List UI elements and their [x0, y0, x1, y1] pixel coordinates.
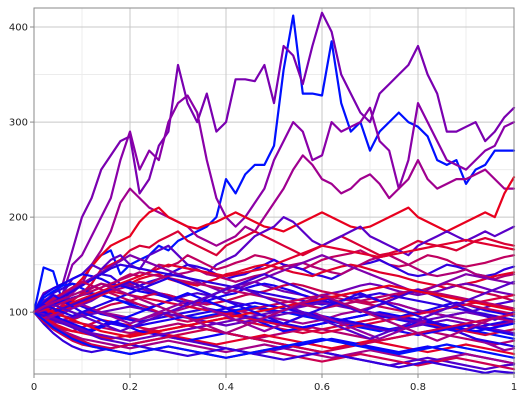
x-tick-label: 0.8 — [410, 382, 426, 393]
series-line-42 — [32, 280, 516, 340]
series-line-41 — [32, 311, 516, 354]
y-tick-label: 100 — [9, 308, 28, 319]
series-line-9 — [32, 258, 516, 314]
series-line-10 — [32, 254, 516, 321]
x-tick-label: 0.2 — [122, 382, 138, 393]
series-line-24 — [32, 311, 516, 365]
x-tick-label: 1 — [511, 382, 517, 393]
series-line-34 — [32, 301, 516, 342]
series-line-35 — [32, 294, 516, 337]
series-line-28 — [32, 238, 516, 316]
series-group — [32, 11, 516, 375]
series-line-38 — [32, 284, 516, 338]
series-line-7 — [32, 216, 516, 314]
series-line-30 — [32, 263, 516, 321]
x-tick-label: 0.6 — [314, 382, 330, 393]
series-line-6 — [32, 230, 516, 316]
series-line-13 — [32, 273, 516, 319]
x-tick-label: 0.4 — [218, 382, 234, 393]
x-tick-label: 0 — [31, 382, 37, 393]
series-line-2 — [32, 11, 516, 314]
y-tick-label: 200 — [9, 213, 28, 224]
series-line-40 — [32, 276, 516, 348]
series-line-25 — [32, 311, 516, 371]
series-line-4 — [32, 154, 516, 314]
series-line-44 — [32, 282, 516, 342]
series-line-33 — [32, 290, 516, 335]
series-line-3 — [32, 94, 516, 314]
x-axis-ticks: 0 0.2 0.4 0.6 0.8 1 — [31, 374, 517, 393]
y-tick-label: 400 — [9, 23, 28, 34]
series-line-5 — [32, 176, 516, 314]
series-line-29 — [32, 254, 516, 314]
series-line-36 — [32, 271, 516, 314]
series-line-43 — [32, 311, 516, 359]
plot-frame — [33, 7, 515, 375]
y-axis-ticks: 100 200 300 400 — [9, 23, 34, 319]
y-tick-label: 300 — [9, 118, 28, 129]
